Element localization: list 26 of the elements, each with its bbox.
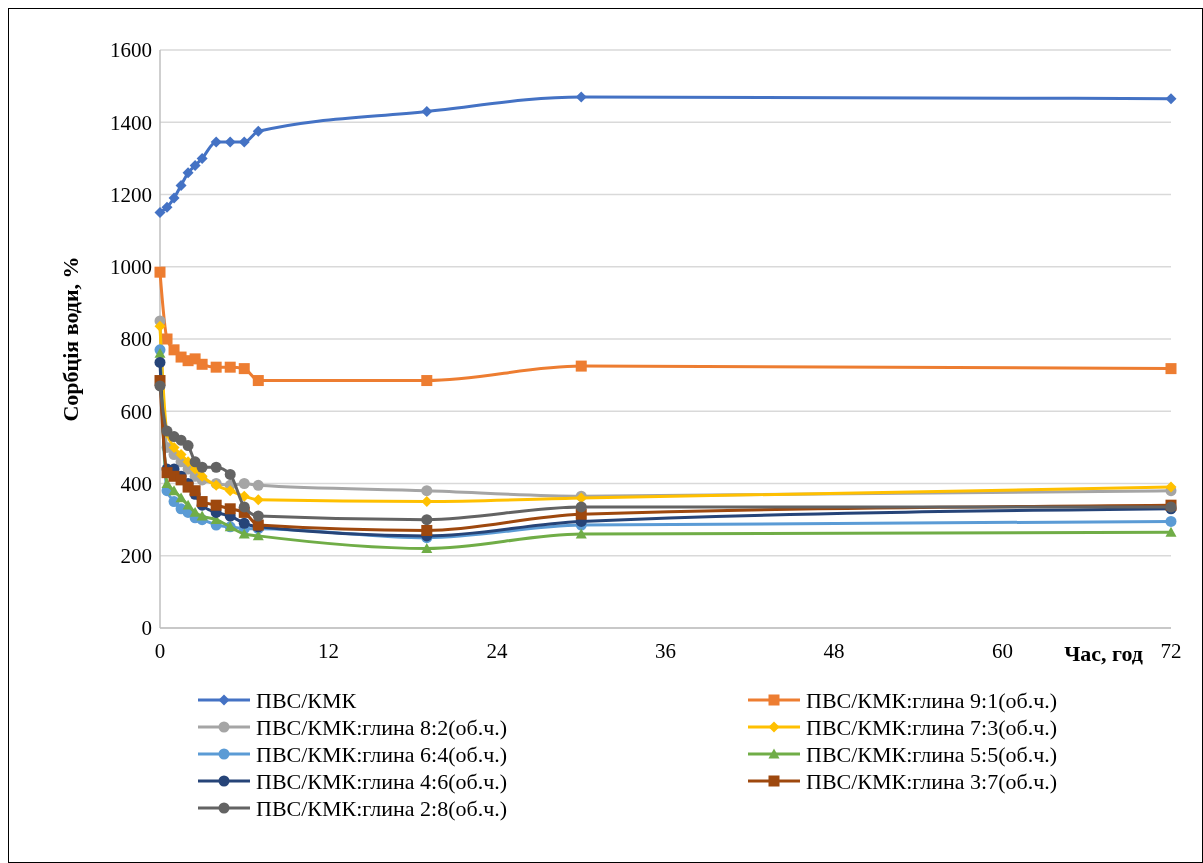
legend-label: ПВС/КМК:глина 6:4(об.ч.) (256, 741, 508, 767)
y-tick-label: 1400 (110, 110, 152, 135)
x-tick-label: 36 (655, 639, 676, 663)
y-tick-label: 1200 (110, 182, 152, 207)
legend-label: ПВС/КМК:глина 7:3(об.ч.) (806, 714, 1058, 740)
legend-label: ПВС/КМК:глина 2:8(об.ч.) (256, 795, 508, 821)
y-tick-label: 200 (120, 544, 152, 569)
x-tick-label: 48 (823, 639, 845, 663)
y-axis-title: Сорбція води, % (58, 256, 83, 422)
x-tick-label: 12 (318, 639, 339, 663)
legend-label: ПВС/КМК:глина 3:7(об.ч.) (806, 768, 1058, 794)
legend-label: ПВС/КМК (256, 687, 357, 713)
legend-label: ПВС/КМК:глина 8:2(об.ч.) (256, 714, 508, 740)
legend-label: ПВС/КМК:глина 9:1(об.ч.) (806, 687, 1058, 713)
legend-label: ПВС/КМК:глина 4:6(об.ч.) (256, 768, 508, 794)
y-tick-label: 0 (141, 616, 152, 641)
y-tick-label: 1000 (110, 255, 152, 280)
x-tick-label: 60 (992, 639, 1013, 663)
y-tick-label: 800 (120, 327, 152, 352)
x-axis-title: Час, год (1064, 641, 1143, 666)
x-tick-label: 24 (486, 639, 508, 663)
legend-label: ПВС/КМК:глина 5:5(об.ч.) (806, 741, 1058, 767)
y-tick-label: 600 (120, 399, 152, 424)
y-tick-label: 1600 (110, 38, 152, 63)
x-tick-label: 72 (1160, 639, 1182, 663)
y-tick-label: 400 (120, 471, 152, 496)
